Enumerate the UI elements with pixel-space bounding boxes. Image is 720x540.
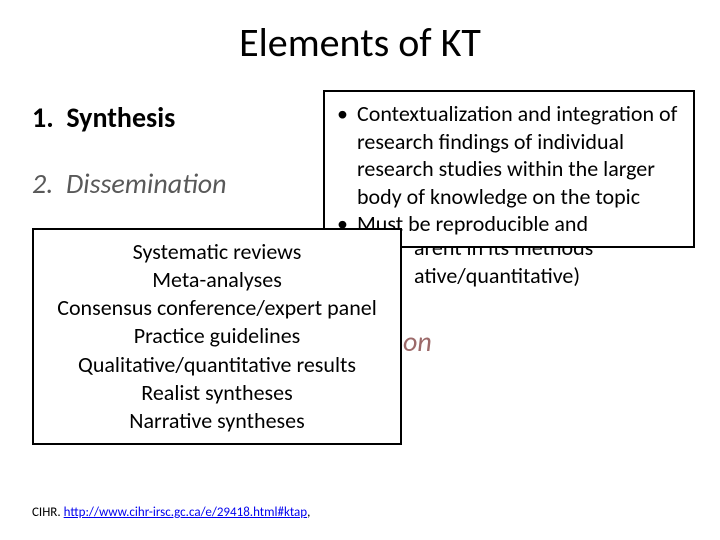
slide: Elements of KT 1. Synthesis 2. Dissemina… <box>0 0 720 540</box>
peek-text-2: ative/quantitative) <box>414 262 580 289</box>
peek-list-item: on <box>403 324 432 359</box>
example-line: Narrative syntheses <box>38 407 396 435</box>
citation-prefix: CIHR. <box>32 505 64 520</box>
definition-bullets: Contextualization and integration of res… <box>333 100 685 238</box>
example-line: Consensus conference/expert panel <box>38 294 396 322</box>
slide-title: Elements of KT <box>0 18 720 67</box>
list-num-2: 2. <box>32 166 53 201</box>
list-num-1: 1. <box>32 100 54 135</box>
examples-box: Systematic reviews Meta-analyses Consens… <box>32 228 402 445</box>
list-label-1: Synthesis <box>66 100 175 135</box>
example-line: Meta-analyses <box>38 266 396 294</box>
example-line: Systematic reviews <box>38 238 396 266</box>
definition-bullet: Contextualization and integration of res… <box>333 100 685 210</box>
citation-link[interactable]: http://www.cihr-irsc.gc.ca/e/29418.html#… <box>64 505 307 520</box>
list-label-2: Dissemination <box>66 166 227 201</box>
list-item-dissemination: 2. Dissemination <box>32 166 227 201</box>
example-line: Qualitative/quantitative results <box>38 351 396 379</box>
definition-box: Contextualization and integration of res… <box>323 90 695 248</box>
citation-footer: CIHR. http://www.cihr-irsc.gc.ca/e/29418… <box>32 505 310 520</box>
citation-suffix: , <box>307 505 310 520</box>
example-line: Practice guidelines <box>38 322 396 350</box>
example-line: Realist syntheses <box>38 379 396 407</box>
list-item-synthesis: 1. Synthesis <box>32 100 175 135</box>
